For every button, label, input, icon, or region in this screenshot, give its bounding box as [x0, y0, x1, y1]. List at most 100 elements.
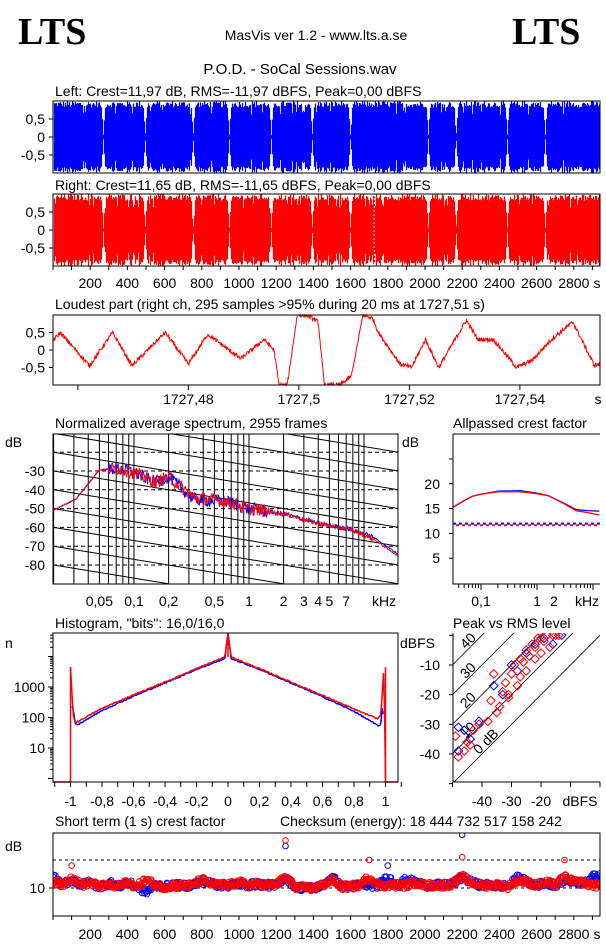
ytick-label: -60: [25, 519, 45, 535]
short-term-frame: [52, 832, 601, 917]
peak-rms-point-right: [494, 701, 505, 712]
xtick-label: -1: [64, 793, 77, 809]
spectrum-series-left: [53, 462, 398, 555]
peak-rms-point-right: [506, 668, 517, 679]
ytick-label: 0: [37, 342, 45, 358]
xtick-label: -20: [531, 793, 551, 809]
ytick-label: -40: [25, 482, 45, 498]
ytick-label: 0,5: [26, 111, 46, 127]
peak-rms-point-left: [521, 648, 532, 659]
xtick-label: 1200: [261, 275, 292, 291]
ytick-label: 0,5: [26, 325, 46, 341]
allpassed-xunit: kHz: [575, 593, 599, 609]
xtick-label: 0,5: [205, 593, 225, 609]
peak-rms-point-right: [488, 668, 499, 679]
xtick-label: 200: [79, 926, 103, 942]
xtick-label: 2200: [447, 275, 478, 291]
slope-line: [169, 434, 398, 472]
xtick-label: 200: [79, 275, 103, 291]
xtick-label: -40: [472, 793, 492, 809]
crest-point-right: [189, 881, 197, 888]
xtick-label: 1: [382, 793, 390, 809]
peak-rms-point-right: [503, 692, 514, 703]
ytick-label: -0,5: [21, 240, 45, 256]
ytick-label: -80: [25, 557, 45, 573]
spectrum-plot: [53, 434, 398, 584]
crest-point-left: [384, 862, 392, 869]
xtick-label: 1000: [223, 275, 254, 291]
histogram-ylabel: n: [5, 635, 13, 651]
xtick-label: 2400: [484, 926, 515, 942]
xtick-label: 1727,52: [384, 391, 435, 407]
xtick-label: 600: [153, 275, 177, 291]
short-term-ylabel: dB: [5, 838, 22, 854]
peak-rms-point-right: [553, 633, 564, 641]
ytick-label: 20: [424, 476, 440, 492]
peak-rms-point-right: [512, 680, 523, 691]
peak-rms-point-right: [547, 633, 558, 641]
xtick-label: 2200: [447, 926, 478, 942]
ytick-label: 1000: [14, 679, 45, 695]
xtick-label: 5: [325, 593, 333, 609]
crest-point-right: [597, 883, 600, 890]
checksum-label: Checksum (energy): 18 444 732 517 158 24…: [280, 813, 562, 829]
xtick-label: -0,4: [153, 793, 177, 809]
crest-point-right: [365, 856, 373, 864]
xtick-label: -0,2: [184, 793, 208, 809]
crest-point-right: [303, 885, 311, 893]
xtick-label: 400: [116, 926, 140, 942]
xtick-label: 1600: [335, 275, 366, 291]
xtick-label: 800: [190, 275, 214, 291]
peak-rms-point-right: [453, 751, 464, 762]
xtick-label: 800: [190, 926, 214, 942]
peak-rms-point-right: [459, 746, 470, 756]
peak-rms-point-left: [465, 734, 476, 745]
peak-rms-point-right: [465, 740, 476, 751]
xtick-label: 1400: [298, 926, 329, 942]
peak-rms-point-right: [474, 719, 484, 730]
crest-point-right: [274, 882, 282, 890]
xtick-label: 400: [116, 275, 140, 291]
peak-rms-point-right: [515, 671, 526, 682]
crest-point-right: [288, 877, 296, 884]
peak-vs-rms-title: Peak vs RMS level: [453, 615, 570, 631]
peak-rms-point-right: [518, 657, 529, 667]
allpassed-title: Allpassed crest factor: [453, 415, 587, 431]
ytick-label: -30: [25, 463, 45, 479]
ytick-label: -40: [420, 746, 440, 762]
crest-point-left: [596, 873, 600, 880]
ytick-label: -50: [25, 501, 45, 517]
spectrum-ylabel: dB: [5, 434, 22, 450]
xtick-label: 7: [342, 593, 350, 609]
allpassed-curve-right: [452, 491, 600, 516]
loudest-xunit: s: [595, 391, 602, 407]
xtick-label: 0,6: [313, 793, 333, 809]
logo-left: LTS: [18, 11, 86, 53]
ytick-label: -0,5: [21, 360, 45, 376]
xtick-label: 1727,54: [495, 391, 546, 407]
peak-rms-point-left: [488, 680, 499, 691]
left-waveform-waveform: [53, 101, 601, 173]
peak-vs-rms-xunit: dBFS: [562, 793, 597, 809]
crest-point-right: [148, 876, 155, 884]
xtick-label: 0,1: [471, 593, 491, 609]
xtick-label: 2000: [409, 926, 440, 942]
peak-rms-point-right: [536, 633, 546, 644]
crest-line: [453, 633, 544, 725]
crest-point-right: [65, 878, 72, 886]
crest-point-right: [365, 875, 372, 883]
xtick-label: 1: [533, 593, 541, 609]
peak-rms-point-right: [527, 639, 538, 650]
xtick-label: 2800: [558, 275, 589, 291]
spectrum-frame: [52, 433, 399, 585]
xtick-label: 0,2: [250, 793, 270, 809]
histogram-frame: [52, 632, 399, 783]
xtick-label: 1727,5: [277, 391, 320, 407]
slope-line: [53, 564, 173, 584]
peak-rms-point-right: [503, 689, 514, 700]
crest-point-right: [405, 884, 413, 891]
slope-line: [53, 489, 398, 547]
peak-rms-point-right: [468, 725, 479, 736]
peak-rms-point-left: [453, 746, 464, 756]
ytick-label: 10: [29, 740, 45, 756]
